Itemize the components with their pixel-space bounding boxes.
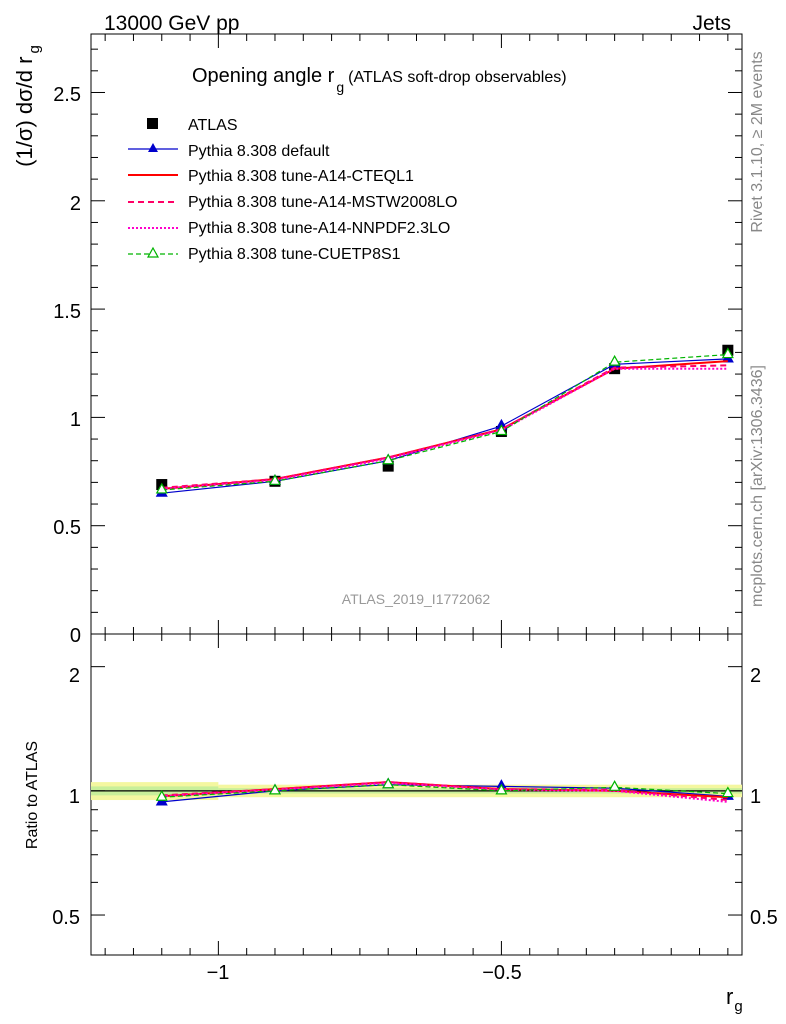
ratio-marker-cuetp8s1 [608, 780, 621, 791]
ratio-ytick-left-0.5: 0.5 [52, 907, 80, 929]
plot-title-sub: g [336, 79, 344, 95]
legend-label-mstw: Pythia 8.308 tune-A14-MSTW2008LO [188, 194, 457, 211]
legend-marker-atlas [147, 118, 158, 129]
legend-label-cteql1: Pythia 8.308 tune-A14-CTEQL1 [188, 168, 414, 185]
main-line-mstw [161, 364, 728, 489]
legend-label-atlas: ATLAS [188, 117, 238, 134]
main-ytick-0: 0 [70, 625, 81, 647]
ratio-marker-cuetp8s1 [268, 783, 281, 795]
mcplots-note: mcplots.cern.ch [arXiv:1306.3436] [749, 365, 766, 607]
legend-label-nnpdf: Pythia 8.308 tune-A14-NNPDF2.3LO [188, 220, 450, 237]
main-ytick-2: 2 [70, 193, 81, 215]
legend-marker-cuetp8s1 [146, 246, 160, 258]
process-label: Jets [692, 12, 731, 35]
legend-label-default: Pythia 8.308 default [188, 143, 330, 160]
ratio-marker-cuetp8s1 [721, 786, 734, 798]
xtick-minus-0.5: −0.5 [482, 962, 521, 984]
main-ytick-0.5: 0.5 [53, 517, 81, 539]
main-y-ticks [91, 48, 742, 635]
ratio-line-nnpdf [161, 781, 728, 803]
main-line-cteql1 [161, 360, 728, 490]
y-axis-label-sub: g [26, 45, 43, 53]
x-ticks [104, 34, 729, 955]
analysis-watermark: ATLAS_2019_I1772062 [342, 591, 491, 607]
ratio-y-ticks [91, 666, 742, 956]
main-marker-cuetp8s1 [268, 474, 281, 485]
y-axis-label: (1/σ) dσ/d rg [12, 45, 43, 167]
ratio-line-cuetp8s1 [161, 784, 728, 798]
ratio-line-mstw [161, 781, 728, 801]
main-ytick-1: 1 [70, 409, 81, 431]
main-marker-cuetp8s1 [608, 354, 621, 366]
main-marker-cuetp8s1 [721, 347, 734, 359]
main-line-cuetp8s1 [161, 354, 728, 491]
energy-label: 13000 GeV pp [104, 12, 239, 35]
x-axis-label: rg [726, 984, 743, 1015]
legend-label-cuetp8s1: Pythia 8.308 tune-CUETP8S1 [188, 246, 401, 263]
ratio-y-axis-label: Ratio to ATLAS [24, 741, 41, 849]
main-series [155, 344, 734, 497]
main-marker-cuetp8s1 [382, 453, 395, 465]
ratio-ytick-right-1: 1 [750, 786, 761, 808]
xtick-minus-1: −1 [207, 962, 230, 984]
ratio-ytick-right-0.5: 0.5 [750, 907, 778, 929]
main-marker-cuetp8s1 [155, 482, 168, 494]
atlas-data-point [382, 460, 394, 472]
main-ytick-1.5: 1.5 [53, 301, 81, 323]
ratio-marker-cuetp8s1 [155, 789, 168, 801]
x-axis-label-sub: g [734, 998, 742, 1015]
ratio-marker-cuetp8s1 [382, 777, 395, 789]
ratio-marker-cuetp8s1 [495, 783, 508, 795]
ratio-series [155, 777, 734, 806]
ratio-ytick-right-2: 2 [750, 665, 761, 687]
plot-title-note: (ATLAS soft-drop observables) [348, 69, 566, 86]
ratio-ytick-left-2: 2 [69, 665, 80, 687]
main-line-nnpdf [161, 367, 728, 490]
main-marker-cuetp8s1 [495, 424, 508, 436]
rivet-note: Rivet 3.1.10, ≥ 2M events [749, 51, 766, 232]
main-line-default [161, 358, 728, 494]
main-ytick-2.5: 2.5 [53, 84, 81, 106]
legend-marker-default [148, 143, 158, 152]
legend: ATLAS Pythia 8.308 default Pythia 8.308 … [128, 117, 457, 263]
plot-title: Opening angle r g(ATLAS soft-drop observa… [192, 65, 567, 95]
ratio-ytick-left-1: 1 [69, 786, 80, 808]
